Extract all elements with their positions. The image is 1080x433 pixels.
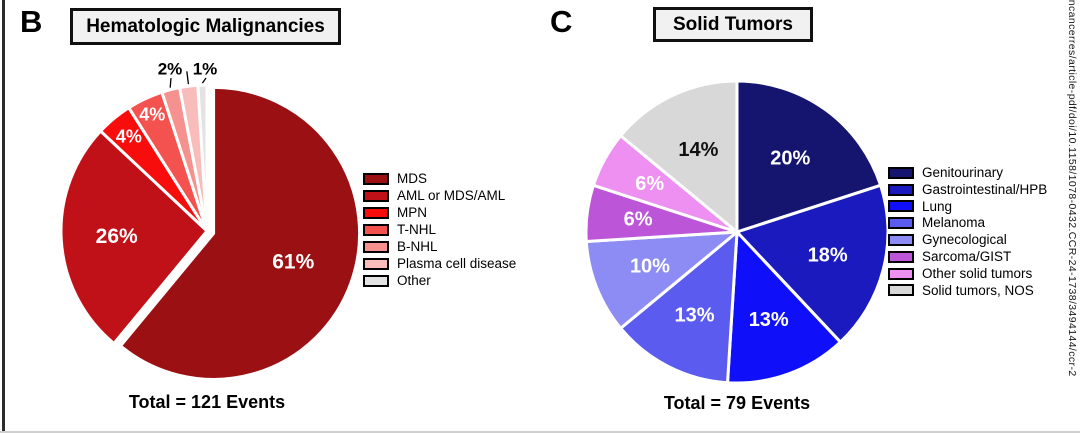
- legend-item: Solid tumors, NOS: [888, 284, 1047, 298]
- panel-c-title-box: Solid Tumors: [653, 7, 813, 42]
- pie-slice: [726, 230, 842, 385]
- total-events-hematologic: Total = 121 Events: [128, 392, 286, 412]
- legend-label: Plasma cell disease: [397, 256, 517, 271]
- figure-bottom-border: [0, 431, 1080, 433]
- legend-swatch: [888, 200, 914, 213]
- pie-slice: [619, 79, 739, 234]
- legend-swatch: [888, 166, 914, 179]
- label-leader-line: [186, 71, 190, 85]
- legend-swatch: [363, 240, 389, 253]
- legend-hematologic: MDS AML or MDS/AML MPN T-NHL B-NHL Plasma cel…: [363, 172, 516, 288]
- panel-c-title: Solid Tumors: [673, 13, 793, 35]
- legend-item: Plasma cell disease: [363, 257, 516, 271]
- slice-percent-label: 1%: [193, 60, 218, 79]
- legend-label: MDS: [397, 171, 427, 186]
- legend-swatch: [888, 284, 914, 297]
- legend-label: Solid tumors, NOS: [922, 282, 1034, 298]
- legend-swatch: [363, 189, 389, 202]
- slice-percent-label: 26%: [96, 225, 138, 248]
- pie-chart-solid-tumors: 20% 18% 13% 13% 10% 6% 6% 14%: [584, 79, 890, 385]
- slice-percent-label: 18%: [808, 244, 848, 266]
- panel-b-letter: B: [20, 4, 43, 39]
- legend-item: Sarcoma/GIST: [888, 250, 1047, 264]
- slice-percent-label: 4%: [116, 127, 142, 147]
- legend-item: Gastrointestinal/HPB: [888, 183, 1047, 197]
- legend-swatch: [363, 172, 389, 185]
- legend-item: MPN: [363, 206, 516, 220]
- slice-percent-label: 6%: [635, 173, 664, 195]
- legend-label: Gynecological: [922, 232, 1007, 248]
- legend-label: Genitourinary: [922, 165, 1004, 180]
- legend-label: Other solid tumors: [922, 265, 1033, 281]
- legend-label: B-NHL: [397, 239, 438, 254]
- legend-label: Sarcoma/GIST: [922, 248, 1012, 264]
- pie-slice: [584, 230, 739, 330]
- pie-slice: [735, 79, 883, 234]
- legend-label: Gastrointestinal/HPB: [922, 181, 1048, 197]
- pie-slice: [119, 85, 362, 381]
- pie-slice: [196, 83, 209, 233]
- panel-b-title-box: Hematologic Malignancies: [70, 8, 341, 45]
- legend-item: Lung: [888, 200, 1047, 214]
- slice-percent-label: 2%: [158, 60, 183, 79]
- legend-item: Other solid tumors: [888, 267, 1047, 281]
- slice-percent-label: 13%: [674, 304, 714, 326]
- slice-percent-label: 61%: [272, 251, 314, 274]
- legend-swatch: [888, 267, 914, 280]
- label-leader-line: [201, 77, 207, 84]
- legend-item: MDS: [363, 172, 516, 186]
- legend-swatch: [363, 257, 389, 270]
- legend-swatch: [363, 206, 389, 219]
- legend-item: Other: [363, 274, 516, 288]
- pie-slice: [619, 230, 739, 385]
- legend-label: T-NHL: [397, 222, 437, 237]
- legend-item: AML or MDS/AML: [363, 189, 516, 203]
- legend-swatch: [888, 250, 914, 263]
- slice-percent-label: 4%: [139, 105, 165, 125]
- slice-percent-label: 20%: [770, 148, 810, 170]
- slice-percent-label: 6%: [624, 209, 653, 231]
- legend-swatch: [363, 223, 389, 236]
- legend-swatch: [888, 233, 914, 246]
- legend-label: MPN: [397, 205, 427, 220]
- legend-item: B-NHL: [363, 240, 516, 254]
- slice-percent-label: 10%: [630, 255, 670, 277]
- legend-label: AML or MDS/AML: [397, 188, 506, 203]
- legend-solid-tumors: Genitourinary Gastrointestinal/HPB Lung Mel…: [888, 166, 1047, 297]
- watermark-text: incancerres/article-pdf/doi/10.1158/1078…: [1066, 0, 1078, 377]
- legend-swatch: [888, 183, 914, 196]
- total-events-solid-tumors: Total = 79 Events: [663, 393, 811, 413]
- panel-b-title: Hematologic Malignancies: [86, 15, 325, 37]
- legend-swatch: [888, 217, 914, 230]
- slice-percent-label: 14%: [678, 139, 718, 161]
- pie-slice: [59, 129, 209, 345]
- slice-percent-label: 13%: [749, 309, 789, 331]
- legend-item: Genitourinary: [888, 166, 1047, 180]
- legend-label: Melanoma: [922, 215, 986, 231]
- legend-item: Melanoma: [888, 216, 1047, 230]
- legend-item: T-NHL: [363, 223, 516, 237]
- watermark-strip: incancerres/article-pdf/doi/10.1158/1078…: [1065, 0, 1080, 433]
- legend-label: Other: [397, 273, 431, 288]
- legend-label: Lung: [922, 198, 953, 214]
- figure-left-border: [2, 0, 5, 433]
- legend-swatch: [363, 274, 389, 287]
- label-leader-line: [169, 77, 172, 88]
- legend-item: Gynecological: [888, 233, 1047, 247]
- pie-slice: [735, 183, 890, 344]
- panel-c-letter: C: [550, 4, 573, 39]
- pie-chart-hematologic: 61% 26% 4%4% 2% 1%: [59, 60, 362, 381]
